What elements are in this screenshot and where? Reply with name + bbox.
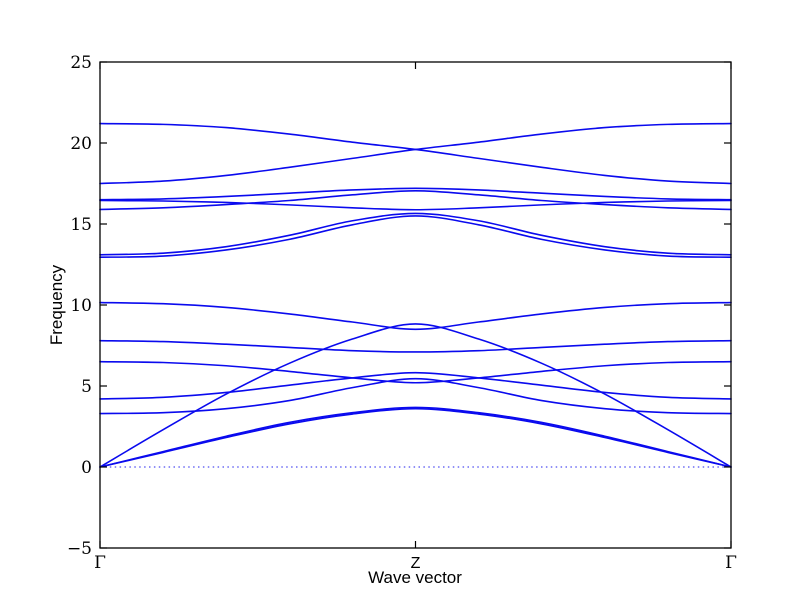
band-curve-band-09 (99, 215, 732, 259)
band-curves (99, 122, 732, 468)
y-tick-label-0: 0 (81, 458, 92, 478)
tick-labels: −5 0 5 10 15 20 25 Γ Z Γ (67, 53, 737, 573)
x-tick-label-0: Γ (94, 553, 106, 573)
y-tick-label-15: 15 (70, 215, 92, 235)
x-axis-title: Wave vector (368, 568, 462, 587)
y-tick-label--5: −5 (67, 539, 92, 559)
y-tick-label-25: 25 (70, 53, 92, 73)
band-curve-band-08 (99, 301, 732, 331)
band-curve-band-13 (99, 187, 732, 201)
band-curve-band-03-LA (99, 323, 732, 468)
y-tick-label-10: 10 (70, 296, 92, 316)
y-tick-label-20: 20 (70, 134, 92, 154)
y-tick-label-5: 5 (81, 377, 92, 397)
axes (99, 61, 732, 549)
band-curve-band-02-TA (99, 406, 732, 468)
band-curve-band-12 (99, 189, 732, 211)
band-curve-band-06 (99, 360, 732, 384)
band-curve-band-11 (99, 199, 732, 211)
band-curve-band-05 (99, 371, 732, 400)
band-curve-band-15 (99, 122, 732, 185)
band-curve-band-14 (99, 122, 732, 185)
band-curve-band-01-TA (99, 407, 732, 468)
band-curve-band-04 (99, 377, 732, 415)
y-axis-title: Frequency (47, 264, 66, 345)
x-tick-label-1: Z (411, 555, 421, 572)
band-curve-band-10 (99, 212, 732, 256)
x-tick-label-2: Γ (725, 553, 737, 573)
band-curve-band-07 (99, 339, 732, 353)
